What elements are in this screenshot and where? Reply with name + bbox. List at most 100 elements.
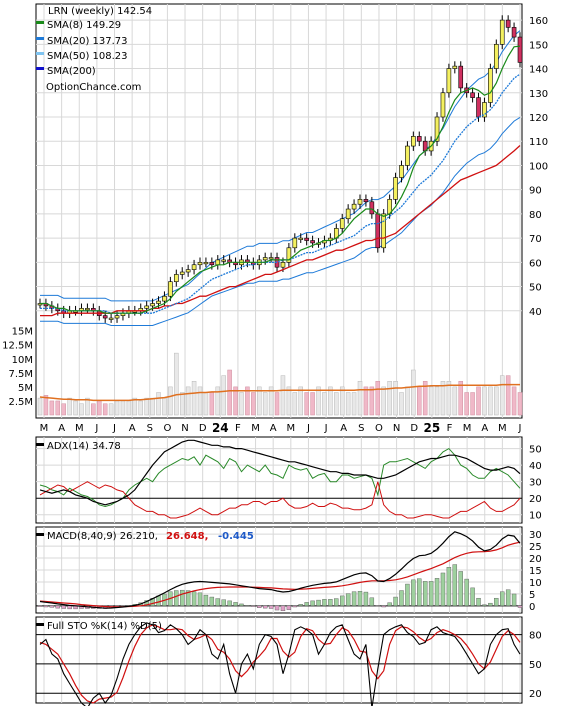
candle-body — [511, 27, 517, 38]
candle-body — [304, 237, 309, 241]
macd-histogram-bar — [215, 598, 220, 607]
volume-bar — [440, 381, 446, 416]
volume-bar — [132, 397, 138, 416]
macd-histogram-bar — [393, 596, 398, 607]
sto-label: Full STO %K(14) %D(5) — [47, 621, 162, 632]
volume-bar — [67, 397, 72, 416]
month-label: M — [498, 423, 507, 434]
legend-sma200: SMA(200) — [47, 66, 96, 77]
volume-bar — [422, 381, 428, 416]
volume-bar — [428, 386, 434, 416]
price-tick-label: 70 — [529, 234, 542, 245]
volume-bar — [168, 386, 173, 416]
macd-histogram-bar — [428, 581, 434, 607]
adx-tick-label: 30 — [529, 478, 542, 489]
price-tick-label: 40 — [529, 307, 542, 318]
macd-histogram-bar — [387, 602, 392, 607]
volume-bar — [215, 386, 221, 416]
volume-bar — [517, 392, 523, 416]
macd-histogram-bar — [43, 605, 49, 608]
candle-body — [156, 300, 161, 304]
price-tick-label: 90 — [529, 186, 542, 197]
candle-body — [298, 237, 304, 240]
volume-bar — [174, 352, 179, 416]
volume-bar — [162, 397, 167, 416]
sto-tick-label: 50 — [529, 660, 542, 671]
macd-histogram-bar — [322, 599, 327, 607]
candle-body — [173, 274, 179, 283]
macd-histogram-bar — [298, 604, 303, 607]
macd-histogram-bar — [191, 591, 197, 607]
volume-bar — [316, 386, 321, 416]
volume-bar — [179, 392, 185, 416]
macd-histogram-bar — [257, 605, 262, 608]
volume-tick-label: 15M — [12, 327, 33, 338]
legend-sma50: SMA(50) 108.23 — [47, 51, 128, 62]
volume-bar — [73, 400, 78, 416]
macd-histogram-bar — [446, 567, 452, 607]
macd-histogram-bar — [340, 595, 345, 607]
month-label: F — [235, 423, 241, 434]
candle-body — [351, 203, 357, 210]
volume-bar — [328, 386, 333, 416]
volume-bar — [286, 386, 292, 416]
macd-hist-value: -0.445 — [218, 531, 254, 542]
macd-histogram-bar — [185, 590, 191, 607]
month-label: O — [163, 423, 171, 434]
month-label: D — [199, 423, 207, 434]
macd-histogram-bar — [351, 591, 357, 607]
macd-histogram-bar — [417, 578, 422, 607]
macd-histogram-bar — [262, 605, 268, 609]
volume-bar — [381, 386, 386, 416]
volume-bar — [387, 381, 392, 416]
volume-bar — [411, 369, 416, 416]
macd-histogram-bar — [452, 564, 458, 607]
macd-histogram-bar — [381, 605, 386, 608]
candle-body — [393, 177, 398, 200]
month-label: F — [447, 423, 453, 434]
volume-bar — [458, 381, 463, 416]
macd-tick-label: 30 — [529, 530, 542, 541]
candle-body — [499, 19, 505, 45]
candle-body — [280, 262, 286, 268]
volume-bar — [452, 386, 458, 416]
candle-body — [357, 199, 363, 205]
sto-legend: Full STO %K(14) %D(5) — [36, 621, 162, 632]
volume-bar — [369, 386, 375, 416]
volume-bar — [102, 403, 108, 416]
volume-bar — [144, 397, 149, 416]
month-label: J — [518, 423, 522, 434]
price-tick-label: 60 — [529, 258, 542, 269]
macd-histogram-bar — [334, 598, 339, 607]
volume-bar — [91, 403, 96, 416]
macd-histogram-bar — [286, 605, 292, 610]
volume-bar — [43, 395, 49, 416]
volume-tick-label: 12.5M — [2, 341, 33, 352]
candle-body — [339, 218, 345, 229]
legend-sma8-swatch — [36, 21, 44, 24]
macd-histogram-bar — [274, 605, 280, 611]
month-label: J — [112, 423, 116, 434]
bollinger-lower — [40, 116, 521, 326]
volume-bar — [476, 386, 481, 416]
volume-bar — [482, 386, 487, 416]
macd-histogram-bar — [328, 599, 333, 607]
candle-body — [440, 92, 446, 118]
macd-histogram-bar — [488, 602, 493, 607]
sto-tick-label: 20 — [529, 689, 542, 700]
adx-tick-label: 20 — [529, 494, 542, 505]
candle-body — [345, 208, 351, 220]
month-label: M — [251, 423, 260, 434]
volume-bar — [274, 392, 280, 416]
sma50-line — [40, 145, 521, 317]
month-label: D — [410, 423, 418, 434]
adx-tick-label: 10 — [529, 511, 542, 522]
candle-body — [411, 136, 416, 147]
macd-histogram-bar — [55, 605, 60, 609]
legend-sma8: SMA(8) 149.29 — [47, 20, 121, 31]
macd-histogram-bar — [209, 596, 215, 607]
candle-body — [102, 315, 108, 319]
macd-histogram-bar — [310, 600, 315, 607]
legend-sma200-swatch — [36, 67, 44, 70]
price-tick-label: 140 — [529, 65, 548, 76]
